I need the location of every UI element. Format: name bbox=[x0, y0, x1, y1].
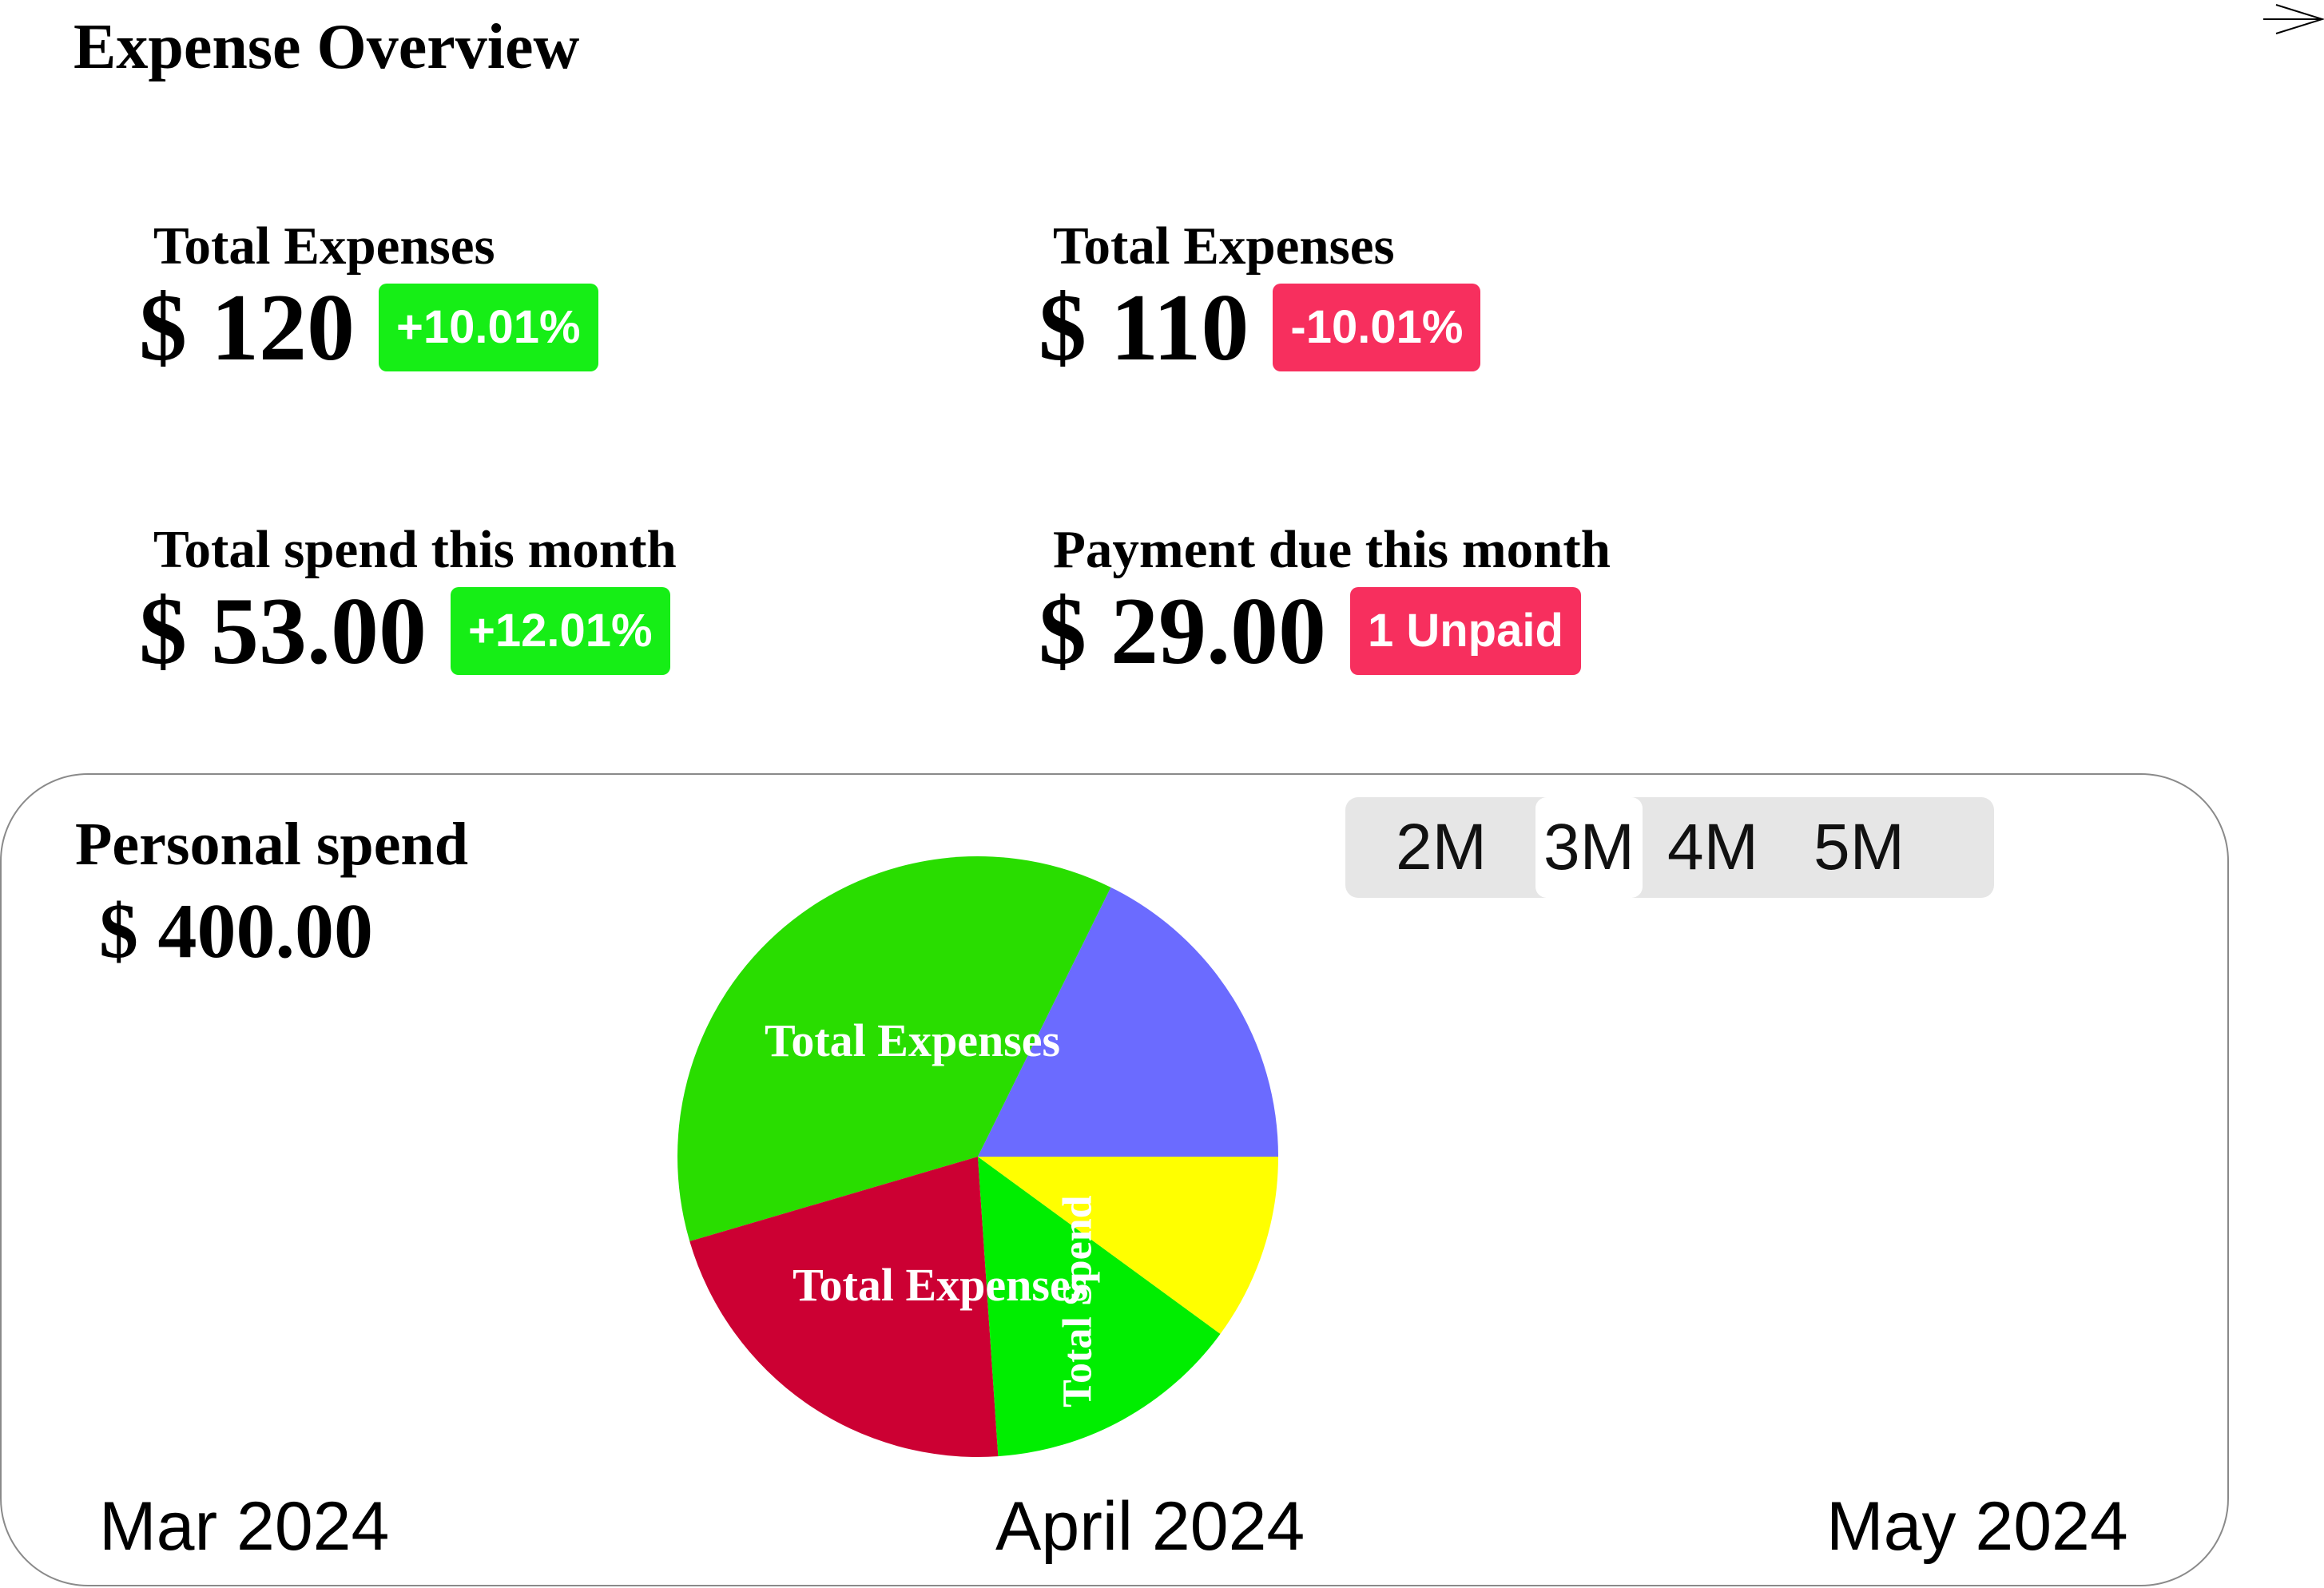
pie-slice bbox=[978, 1157, 1278, 1334]
stat-label: Total spend this month bbox=[153, 520, 677, 579]
change-badge: +12.01% bbox=[451, 587, 670, 675]
stat-value: $ 53.00 bbox=[139, 578, 427, 684]
pie-slice-label: Total Spend bbox=[1055, 1195, 1101, 1407]
stat-card-total-expenses: Total Expenses $ 120 +10.01% bbox=[139, 216, 1018, 391]
panel-value: $ 400.00 bbox=[99, 888, 373, 975]
stat-value: $ 120 bbox=[139, 274, 355, 380]
pie-slice-label: Total Expenses bbox=[765, 1014, 1060, 1066]
page-title: Expense Overview bbox=[73, 12, 580, 82]
stat-label: Total Expenses bbox=[153, 216, 495, 276]
stat-card-total-spend: Total spend this month $ 53.00 +12.01% bbox=[139, 519, 1018, 695]
stat-value: $ 110 bbox=[1039, 274, 1249, 380]
timeline-label-middle: April 2024 bbox=[995, 1488, 1305, 1565]
personal-spend-panel bbox=[0, 773, 2229, 1586]
range-option-4m[interactable]: 4M bbox=[1667, 811, 1758, 883]
arrow-right-icon[interactable] bbox=[2212, 0, 2324, 40]
unpaid-badge[interactable]: 1 Unpaid bbox=[1350, 587, 1581, 675]
pie-slice bbox=[978, 1157, 1221, 1457]
range-selector: 2M 3M 4M 5M bbox=[1345, 797, 1994, 898]
pie-slice bbox=[689, 1157, 999, 1457]
stat-card-payment-due: Payment due this month $ 29.00 1 Unpaid bbox=[1039, 519, 1917, 695]
stat-card-total-expenses-2: Total Expenses $ 110 -10.01% bbox=[1039, 216, 1917, 391]
timeline-label-end: May 2024 bbox=[1826, 1488, 2128, 1565]
change-badge: -10.01% bbox=[1273, 284, 1481, 371]
change-badge: +10.01% bbox=[379, 284, 598, 371]
pie-slice-label: Total Expenses bbox=[793, 1259, 1088, 1311]
pie-slice bbox=[978, 887, 1278, 1157]
range-option-2m[interactable]: 2M bbox=[1396, 811, 1487, 883]
stat-label: Total Expenses bbox=[1053, 216, 1395, 276]
range-option-5m[interactable]: 5M bbox=[1814, 811, 1905, 883]
stat-label: Payment due this month bbox=[1053, 520, 1611, 579]
stat-value: $ 29.00 bbox=[1039, 578, 1326, 684]
panel-title: Personal spend bbox=[75, 811, 468, 878]
pie-slice bbox=[677, 856, 1111, 1241]
range-option-3m[interactable]: 3M bbox=[1535, 797, 1643, 898]
timeline-label-start: Mar 2024 bbox=[99, 1488, 390, 1565]
